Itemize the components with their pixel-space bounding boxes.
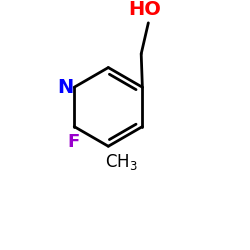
Text: F: F (67, 133, 79, 151)
Text: CH$_3$: CH$_3$ (105, 152, 138, 172)
Text: N: N (57, 78, 73, 97)
Text: HO: HO (128, 0, 161, 18)
